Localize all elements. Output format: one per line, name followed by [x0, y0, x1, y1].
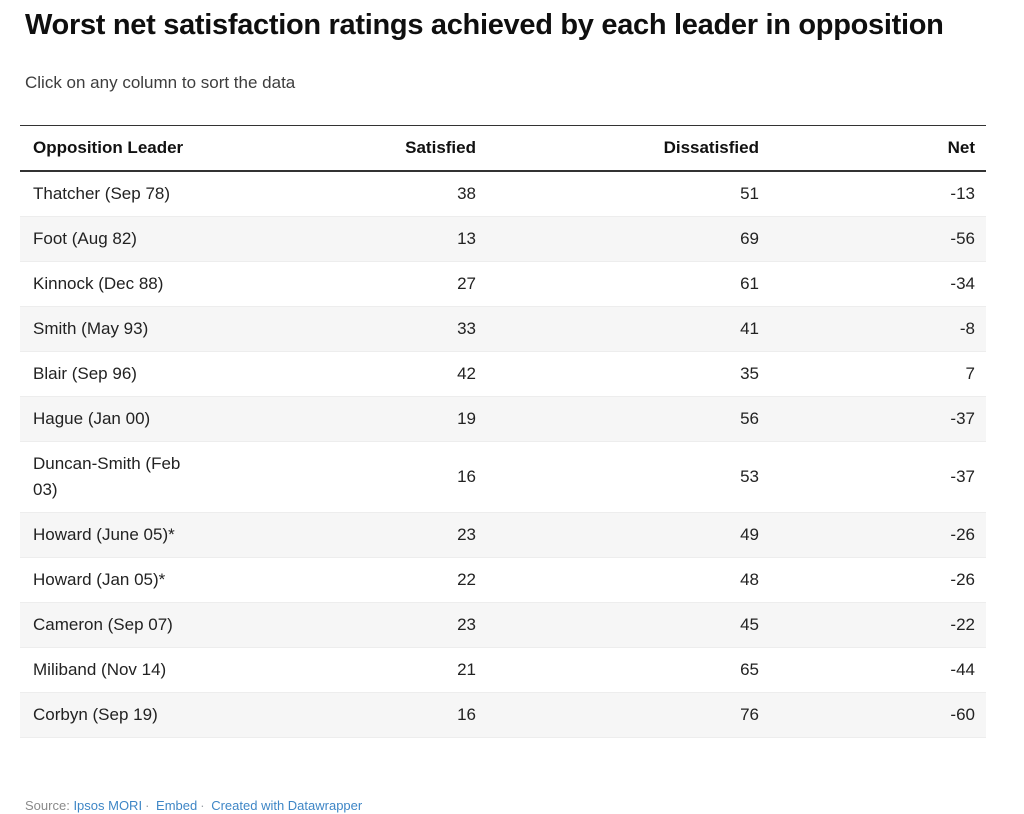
cell-satisfied: 22: [457, 570, 476, 589]
cell-leader: Miliband (Nov 14): [33, 660, 167, 679]
cell-net: -13: [950, 184, 975, 203]
cell-leader: Blair (Sep 96): [33, 364, 137, 383]
table-row: Kinnock (Dec 88) 27 61 -34: [20, 262, 986, 307]
cell-net: -37: [950, 467, 975, 486]
data-table: Opposition Leader Satisfied Dissatisfied…: [20, 125, 986, 738]
page: Worst net satisfaction ratings achieved …: [20, 9, 986, 738]
table-row: Thatcher (Sep 78) 38 51 -13: [20, 171, 986, 217]
cell-leader: Smith (May 93): [33, 319, 149, 338]
cell-dissatisfied: 41: [740, 319, 759, 338]
cell-dissatisfied: 45: [740, 615, 759, 634]
cell-satisfied: 38: [457, 184, 476, 203]
datawrapper-credit-link[interactable]: Created with Datawrapper: [211, 798, 363, 813]
table-row: Blair (Sep 96) 42 35 7: [20, 352, 986, 397]
cell-leader: Howard (Jan 05)*: [33, 570, 166, 589]
table-header: Opposition Leader Satisfied Dissatisfied…: [20, 125, 986, 171]
attribution-footer: Source: Ipsos MORI · Embed · Created with …: [25, 798, 362, 814]
cell-dissatisfied: 35: [740, 364, 759, 383]
cell-leader: Foot (Aug 82): [33, 229, 137, 248]
page-subtitle: Click on any column to sort the data: [25, 73, 296, 92]
cell-net: -37: [950, 409, 975, 428]
source-link[interactable]: Ipsos MORI: [73, 798, 143, 813]
column-header-net[interactable]: Net: [947, 138, 975, 157]
cell-net: -34: [950, 274, 975, 293]
cell-satisfied: 27: [457, 274, 476, 293]
cell-satisfied: 16: [457, 705, 476, 724]
table-row: Corbyn (Sep 19) 16 76 -60: [20, 692, 986, 738]
embed-link[interactable]: Embed: [156, 798, 198, 813]
cell-net: -8: [959, 319, 975, 338]
cell-net: -26: [950, 570, 975, 589]
cell-net: -60: [950, 705, 975, 724]
table-row: Cameron (Sep 07) 23 45 -22: [20, 602, 986, 648]
table-row: Howard (June 05)* 23 49 -26: [20, 512, 986, 558]
table-header-row: Opposition Leader Satisfied Dissatisfied…: [20, 125, 986, 171]
cell-dissatisfied: 51: [740, 184, 759, 203]
cell-net: 7: [965, 364, 975, 383]
cell-satisfied: 13: [457, 229, 476, 248]
cell-satisfied: 23: [457, 525, 476, 544]
cell-leader: Hague (Jan 00): [33, 409, 151, 428]
cell-dissatisfied: 65: [740, 660, 759, 679]
cell-dissatisfied: 49: [740, 525, 759, 544]
cell-leader: Cameron (Sep 07): [33, 615, 173, 634]
cell-dissatisfied: 69: [740, 229, 759, 248]
column-header-dissatisfied[interactable]: Dissatisfied: [663, 138, 759, 157]
table-row: Smith (May 93) 33 41 -8: [20, 306, 986, 352]
cell-satisfied: 16: [457, 467, 476, 486]
source-label: Source:: [25, 798, 70, 813]
cell-dissatisfied: 48: [740, 570, 759, 589]
cell-net: -56: [950, 229, 975, 248]
footer-separator: ·: [200, 798, 205, 813]
cell-dissatisfied: 76: [740, 705, 759, 724]
footer-separator: ·: [145, 798, 150, 813]
cell-satisfied: 23: [457, 615, 476, 634]
cell-dissatisfied: 53: [740, 467, 759, 486]
table-row: Hague (Jan 00) 19 56 -37: [20, 396, 986, 442]
table-row: Miliband (Nov 14) 21 65 -44: [20, 648, 986, 693]
cell-satisfied: 19: [457, 409, 476, 428]
cell-net: -26: [950, 525, 975, 544]
cell-dissatisfied: 56: [740, 409, 759, 428]
cell-dissatisfied: 61: [740, 274, 759, 293]
cell-leader: Howard (June 05)*: [33, 525, 175, 544]
table-row: Howard (Jan 05)* 22 48 -26: [20, 558, 986, 603]
table-body: Thatcher (Sep 78) 38 51 -13 Foot (Aug 82…: [20, 171, 986, 738]
cell-leader: Thatcher (Sep 78): [33, 184, 171, 203]
cell-leader: Kinnock (Dec 88): [33, 274, 164, 293]
table-row: Duncan-Smith (Feb 03) 16 53 -37: [20, 442, 986, 513]
column-header-satisfied[interactable]: Satisfied: [405, 138, 476, 157]
column-header-opposition-leader[interactable]: Opposition Leader: [33, 138, 184, 157]
cell-leader: Corbyn (Sep 19): [33, 705, 158, 724]
cell-net: -44: [950, 660, 975, 679]
cell-satisfied: 42: [457, 364, 476, 383]
cell-net: -22: [950, 615, 975, 634]
table-row: Foot (Aug 82) 13 69 -56: [20, 216, 986, 262]
cell-leader: Duncan-Smith (Feb 03): [33, 454, 181, 499]
page-title: Worst net satisfaction ratings achieved …: [25, 9, 944, 41]
cell-satisfied: 21: [457, 660, 476, 679]
cell-satisfied: 33: [457, 319, 476, 338]
